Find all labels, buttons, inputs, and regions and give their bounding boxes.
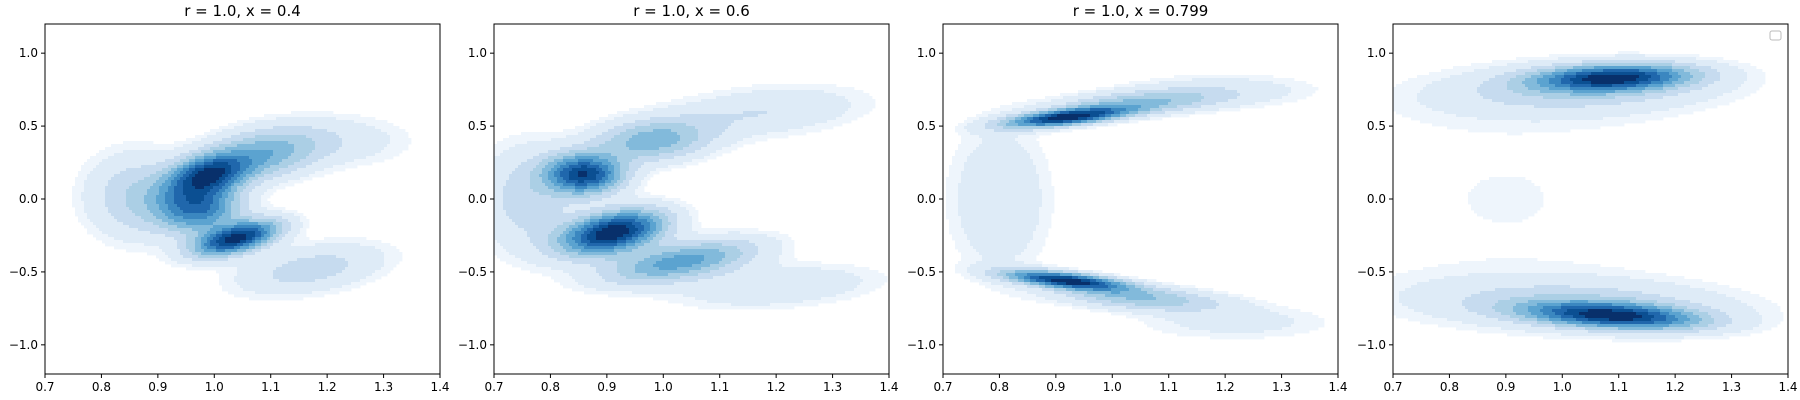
x-tick-label: 1.0 xyxy=(654,380,673,394)
x-tick-label: 0.9 xyxy=(1046,380,1065,394)
density-contours xyxy=(946,75,1325,340)
x-tick-label: 1.4 xyxy=(879,380,898,394)
x-tick-label: 1.2 xyxy=(1216,380,1235,394)
panel-2: 0.7 0.8 0.9 1.0 1.1 1.2 1.3 1.4 1.0 0.5 0.0 −0.5 −1.… xyxy=(458,2,899,394)
y-tick-label: −1.0 xyxy=(907,338,936,352)
y-tick-label: 1.0 xyxy=(19,46,38,60)
panel-1: 0.7 0.8 0.9 1.0 1.1 1.2 1.3 1.4 1.0 0.5 0.0 −0.5 −1.… xyxy=(9,2,450,394)
x-tick-label: 0.8 xyxy=(92,380,111,394)
x-tick-label: 1.3 xyxy=(1272,380,1291,394)
y-tick-label: −0.5 xyxy=(458,265,487,279)
x-tick-label: 1.2 xyxy=(1666,380,1685,394)
x-tick-label: 1.0 xyxy=(1553,380,1572,394)
x-tick-label: 0.7 xyxy=(1383,380,1402,394)
y-tick-label: 1.0 xyxy=(468,46,487,60)
x-tick-label: 1.4 xyxy=(1778,380,1797,394)
y-tick-label: 1.0 xyxy=(917,46,936,60)
panel-3: 0.7 0.8 0.9 1.0 1.1 1.2 1.3 1.4 1.0 0.5 0.0 −0.5 −1.… xyxy=(907,2,1348,394)
x-tick-label: 0.8 xyxy=(1440,380,1459,394)
y-tick-label: 0.0 xyxy=(468,192,487,206)
x-tick-label: 0.7 xyxy=(933,380,952,394)
y-tick-label: 0.0 xyxy=(19,192,38,206)
y-tick-label: 1.0 xyxy=(1367,46,1386,60)
panel-title: r = 1.0, x = 0.6 xyxy=(633,2,750,20)
panel-4: 0.7 0.8 0.9 1.0 1.1 1.2 1.3 1.4 1.0 0.5 0.0 −0.5 −1.… xyxy=(1357,23,1798,394)
y-tick-label: −1.0 xyxy=(458,338,487,352)
y-tick-label: −0.5 xyxy=(9,265,38,279)
x-tick-label: 1.1 xyxy=(710,380,729,394)
y-tick-label: −1.0 xyxy=(1357,338,1386,352)
density-contours xyxy=(72,111,412,301)
y-tick-label: 0.5 xyxy=(468,119,487,133)
y-tick-label: 0.5 xyxy=(917,119,936,133)
x-tick-label: 1.2 xyxy=(318,380,337,394)
x-tick-label: 0.8 xyxy=(990,380,1009,394)
x-tick-label: 1.1 xyxy=(261,380,280,394)
x-tick-label: 0.8 xyxy=(541,380,560,394)
y-tick-label: 0.0 xyxy=(1367,192,1386,206)
x-tick-label: 0.9 xyxy=(597,380,616,394)
x-tick-label: 0.7 xyxy=(35,380,54,394)
legend-box xyxy=(1769,30,1782,41)
x-tick-label: 0.7 xyxy=(484,380,503,394)
y-tick-label: 0.5 xyxy=(19,119,38,133)
x-tick-label: 1.4 xyxy=(430,380,449,394)
y-tick-label: 0.0 xyxy=(917,192,936,206)
x-tick-label: 1.1 xyxy=(1159,380,1178,394)
density-contours xyxy=(1393,51,1784,343)
y-tick-label: −1.0 xyxy=(9,338,38,352)
x-tick-label: 1.3 xyxy=(374,380,393,394)
x-tick-label: 1.0 xyxy=(205,380,224,394)
panel-title: r = 1.0, x = 0.799 xyxy=(1073,2,1209,20)
x-tick-label: 0.9 xyxy=(148,380,167,394)
y-tick-label: 0.5 xyxy=(1367,119,1386,133)
x-tick-label: 0.9 xyxy=(1496,380,1515,394)
x-tick-label: 1.3 xyxy=(1722,380,1741,394)
x-tick-label: 1.2 xyxy=(767,380,786,394)
y-tick-label: −0.5 xyxy=(907,265,936,279)
y-tick-label: −0.5 xyxy=(1357,265,1386,279)
x-tick-label: 1.4 xyxy=(1328,380,1347,394)
density-contours xyxy=(494,84,888,310)
x-tick-label: 1.0 xyxy=(1103,380,1122,394)
x-tick-label: 1.1 xyxy=(1609,380,1628,394)
x-tick-label: 1.3 xyxy=(823,380,842,394)
panel-title: r = 1.0, x = 0.4 xyxy=(184,2,301,20)
